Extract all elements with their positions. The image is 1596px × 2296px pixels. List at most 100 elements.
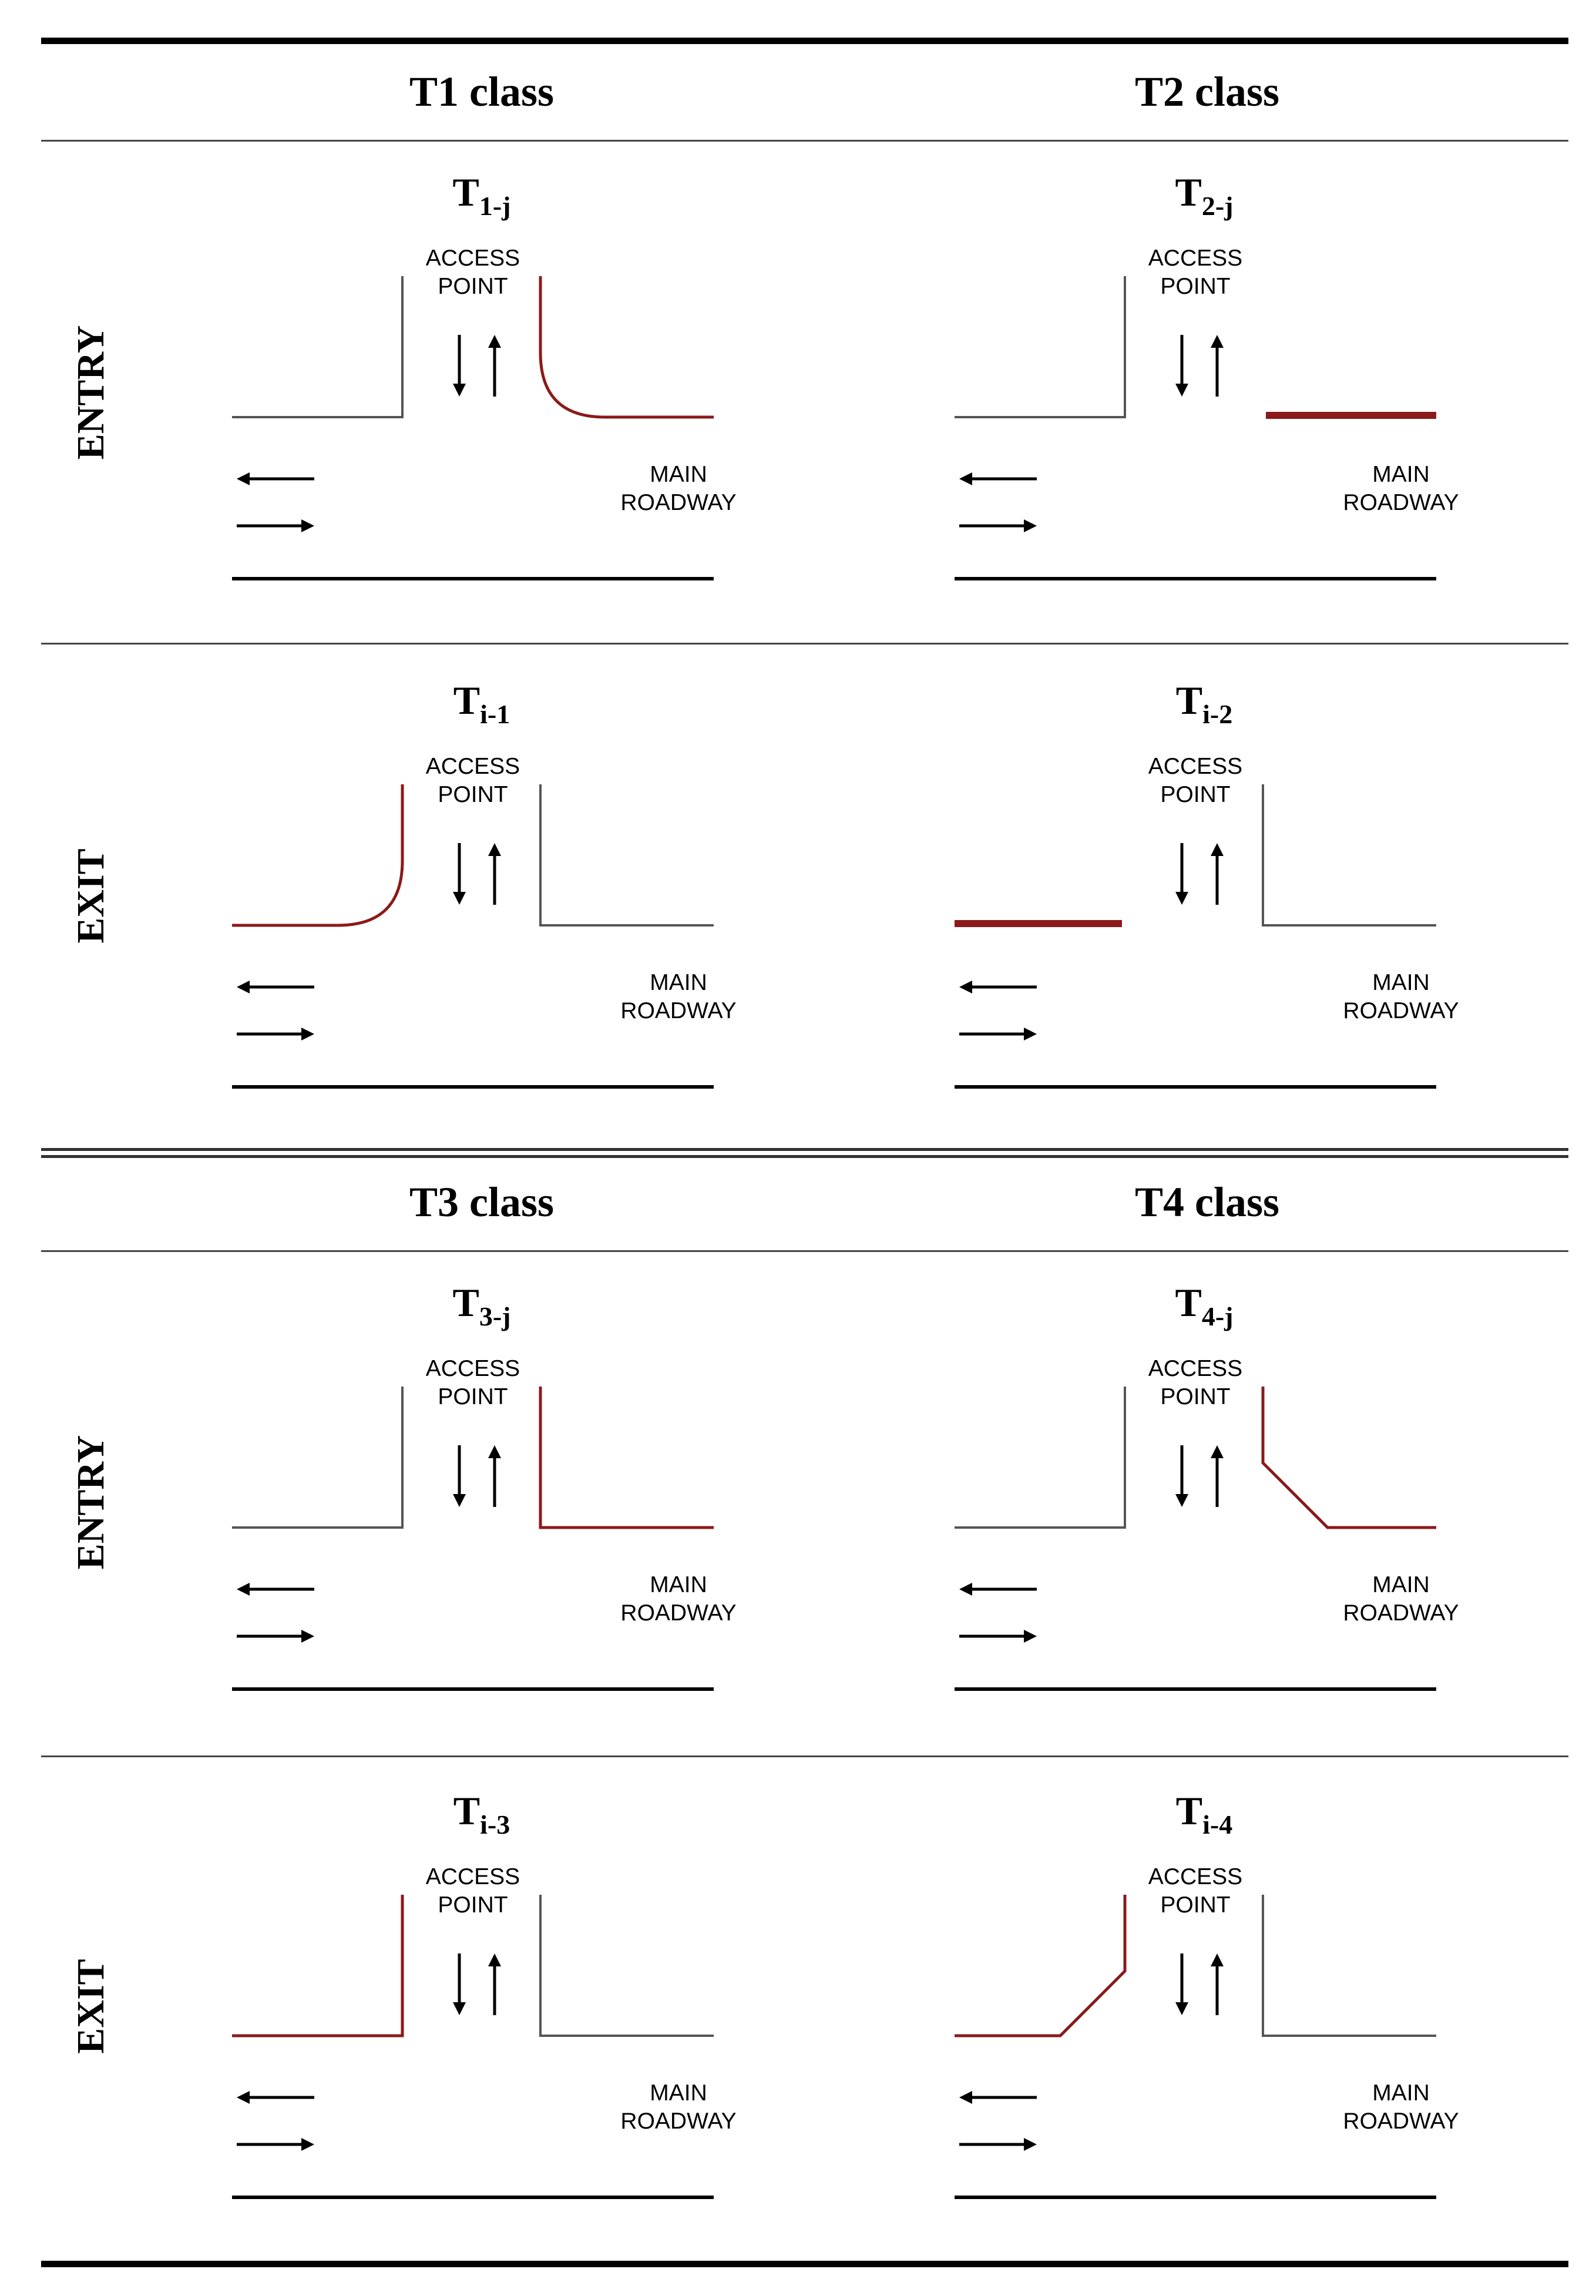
outbound-arrow: [488, 1445, 501, 1507]
access-point-label: POINT: [1160, 1384, 1230, 1409]
inbound-arrow: [453, 335, 466, 397]
main-roadway-label: MAIN: [650, 970, 707, 995]
roadway-arrow-right: [959, 1028, 1037, 1040]
main-roadway-label: ROADWAY: [620, 2109, 736, 2134]
diagram-title: T3-j: [453, 1280, 511, 1331]
outbound-arrow: [1211, 335, 1224, 397]
class-header-t3: T3 class: [409, 1179, 555, 1226]
row-label-exit-upper: EXIT: [69, 848, 112, 944]
inbound-arrow: [1175, 1445, 1188, 1507]
roadway-arrow-left: [237, 1583, 314, 1596]
access-right-edge-highlight: [539, 276, 714, 419]
access-point-label: POINT: [1160, 274, 1230, 299]
inbound-arrow: [1175, 1953, 1188, 2015]
access-point-label: ACCESS: [426, 1864, 520, 1889]
roadway-arrow-left: [237, 981, 314, 993]
access-point-label: ACCESS: [1148, 1864, 1242, 1889]
inbound-arrow: [1175, 843, 1188, 905]
roadway-arrow-left: [237, 472, 314, 485]
outbound-arrow: [1211, 1953, 1224, 2015]
access-right-edge-highlight: [539, 1387, 714, 1529]
access-left-edge: [232, 1387, 404, 1529]
access-point-label: POINT: [438, 1384, 508, 1409]
roadway-arrow-left: [959, 1583, 1037, 1596]
row-label-entry-upper: ENTRY: [69, 325, 112, 460]
main-roadway-label: MAIN: [1372, 970, 1430, 995]
row-label-exit-lower: EXIT: [69, 1959, 112, 2054]
access-right-edge-highlight: [1261, 1387, 1436, 1529]
main-roadway-label: ROADWAY: [1343, 2109, 1459, 2134]
roadway-arrow-right: [237, 1630, 314, 1643]
main-roadway-label: MAIN: [650, 1572, 707, 1597]
row-divider-upper: [41, 643, 1568, 645]
roadway-arrow-right: [959, 2138, 1037, 2151]
main-roadway-label: ROADWAY: [1343, 998, 1459, 1023]
main-roadway-label: MAIN: [1372, 1572, 1430, 1597]
access-point-label: POINT: [1160, 1892, 1230, 1918]
row-label-entry-lower: ENTRY: [69, 1435, 112, 1570]
roadway-arrow-right: [959, 519, 1037, 532]
inbound-arrow: [453, 843, 466, 905]
access-left-edge-highlight: [955, 1895, 1127, 2037]
class-header-t4: T4 class: [1134, 1179, 1280, 1226]
diagram-title: Ti-1: [453, 678, 510, 729]
outbound-arrow: [1211, 1445, 1224, 1507]
access-left-edge: [955, 276, 1126, 418]
auxiliary-lane-highlight: [1266, 412, 1436, 419]
outbound-arrow: [488, 1953, 501, 2015]
access-point-label: POINT: [438, 1892, 508, 1918]
roadway-arrow-left: [237, 2091, 314, 2104]
diagram-title: Ti-2: [1176, 678, 1232, 729]
bottom-rule: [41, 2261, 1568, 2267]
top-rule: [41, 38, 1568, 44]
main-roadway-label: ROADWAY: [620, 490, 736, 515]
roadway-arrow-right: [237, 2138, 314, 2151]
access-point-label: POINT: [1160, 782, 1230, 807]
main-roadway-label: ROADWAY: [1343, 1600, 1459, 1626]
outbound-arrow: [488, 335, 501, 397]
access-right-edge: [1262, 784, 1436, 927]
header-rule-lower: [41, 1250, 1568, 1252]
section-divider-b: [41, 1155, 1568, 1158]
diagram-t2-entry: T2-j ACCESS POINT MAIN ROADWAY: [955, 170, 1459, 580]
diagram-t1-entry: T1-j ACCESS POINT MAIN ROADWAY: [232, 170, 737, 580]
access-point-label: ACCESS: [426, 246, 520, 271]
main-roadway-label: MAIN: [1372, 462, 1430, 487]
roadway-arrow-right: [237, 1028, 314, 1040]
diagram-t4-entry: T4-j ACCESS POINT MAIN ROADWAY: [955, 1280, 1459, 1691]
class-header-t1: T1 class: [409, 68, 555, 115]
inbound-arrow: [1175, 335, 1188, 397]
diagram-title: T4-j: [1175, 1280, 1234, 1331]
diagram-title: Ti-4: [1176, 1788, 1232, 1840]
roadway-arrow-left: [959, 472, 1037, 485]
diagram-title: Ti-3: [453, 1788, 510, 1840]
roadway-arrow-right: [959, 1630, 1037, 1643]
diagram-t1-exit: Ti-1 ACCESS POINT MAIN ROADWAY: [232, 678, 737, 1089]
section-divider-a: [41, 1148, 1568, 1151]
diagram-title: T1-j: [453, 170, 511, 221]
access-right-edge: [1262, 1895, 1436, 2037]
access-right-edge: [539, 1895, 714, 2037]
main-roadway-label: ROADWAY: [620, 998, 736, 1023]
inbound-arrow: [453, 1953, 466, 2015]
roadway-arrow-left: [959, 981, 1037, 993]
outbound-arrow: [1211, 843, 1224, 905]
diagram-t4-exit: Ti-4 ACCESS POINT MAIN ROADWAY: [955, 1788, 1459, 2199]
access-point-label: ACCESS: [1148, 754, 1242, 779]
inbound-arrow: [453, 1445, 466, 1507]
main-roadway-label: ROADWAY: [1343, 490, 1459, 515]
header-rule-upper: [41, 140, 1568, 142]
access-left-edge: [955, 1387, 1126, 1529]
access-left-edge-highlight: [232, 784, 404, 927]
diagram-title: T2-j: [1175, 170, 1234, 221]
main-roadway-label: ROADWAY: [620, 1600, 736, 1626]
access-left-edge: [232, 276, 404, 418]
class-header-t2: T2 class: [1134, 68, 1280, 115]
access-point-label: ACCESS: [1148, 1356, 1242, 1381]
main-roadway-label: MAIN: [650, 2080, 707, 2106]
outbound-arrow: [488, 843, 501, 905]
main-roadway-label: MAIN: [650, 462, 707, 487]
row-divider-lower: [41, 1755, 1568, 1757]
access-left-edge-highlight: [232, 1895, 404, 2037]
main-roadway-label: MAIN: [1372, 2080, 1430, 2106]
